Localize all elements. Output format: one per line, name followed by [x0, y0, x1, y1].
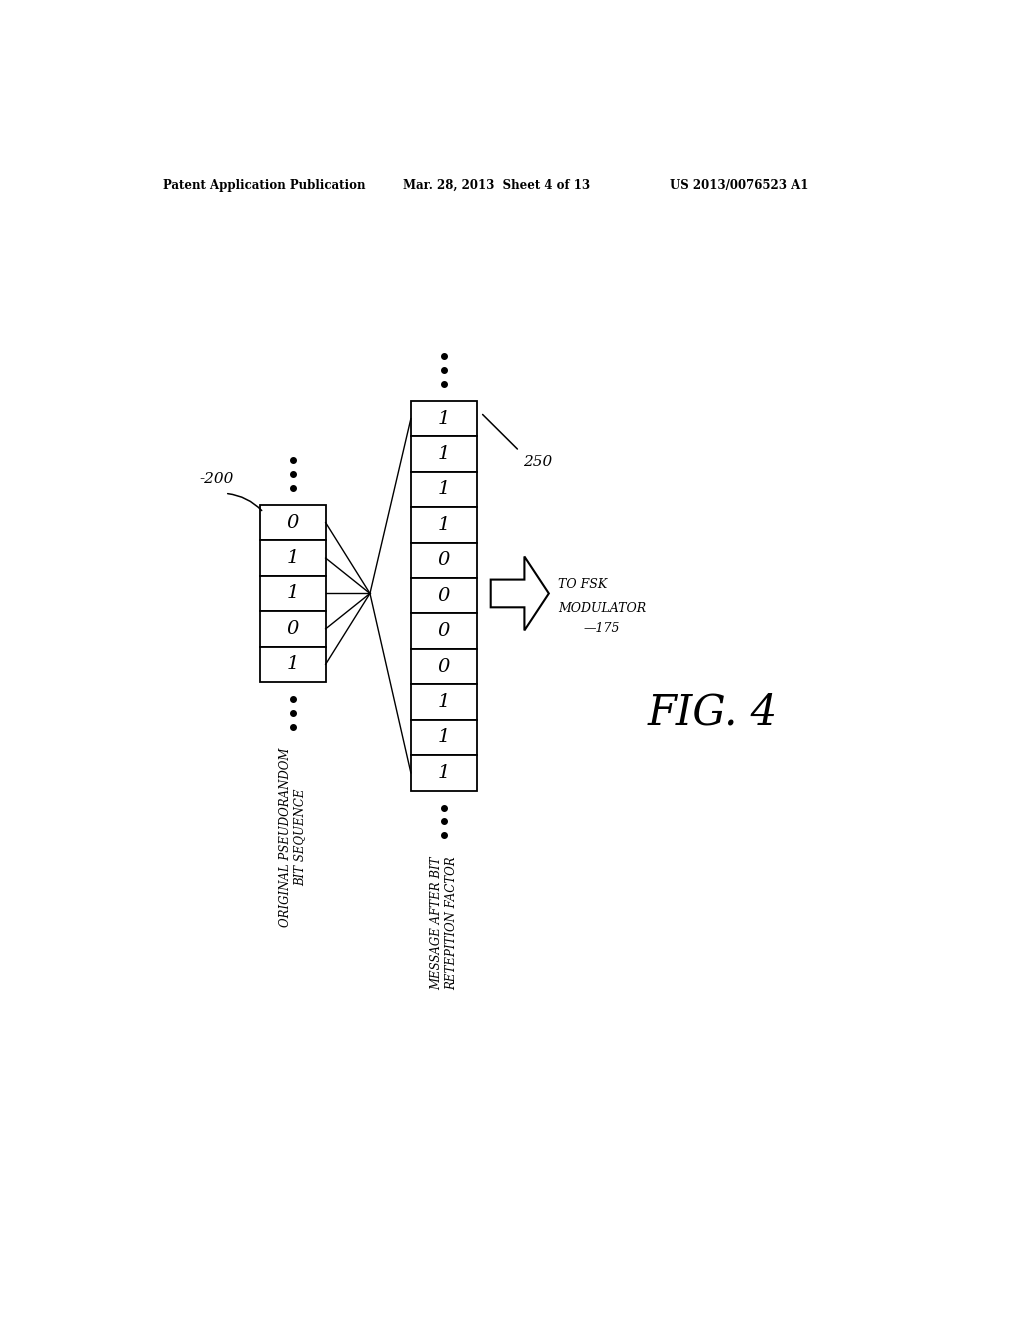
Bar [411, 578, 477, 614]
Text: 1: 1 [437, 693, 450, 711]
Polygon shape [490, 557, 549, 631]
Text: FIG. 4: FIG. 4 [647, 692, 777, 734]
Text: 1: 1 [437, 764, 450, 781]
Bar [411, 437, 477, 471]
Text: -200: -200 [200, 471, 234, 486]
Text: 0: 0 [437, 622, 450, 640]
Text: US 2013/0076523 A1: US 2013/0076523 A1 [671, 178, 809, 191]
Text: 1: 1 [287, 549, 299, 568]
Text: MODULATOR: MODULATOR [558, 602, 646, 615]
Text: 250: 250 [523, 455, 553, 469]
Text: 1: 1 [437, 480, 450, 499]
Bar [411, 614, 477, 649]
Bar [411, 684, 477, 719]
Text: 1: 1 [437, 516, 450, 533]
Bar [411, 471, 477, 507]
Bar [260, 506, 326, 540]
Text: ORIGINAL PSEUDORANDOM
BIT SEQUENCE: ORIGINAL PSEUDORANDOM BIT SEQUENCE [279, 747, 306, 927]
Text: 0: 0 [287, 620, 299, 638]
Text: 0: 0 [287, 513, 299, 532]
Text: 0: 0 [437, 657, 450, 676]
Bar [260, 540, 326, 576]
Text: Patent Application Publication: Patent Application Publication [163, 178, 366, 191]
Text: 0: 0 [437, 552, 450, 569]
Text: 1: 1 [437, 445, 450, 463]
Bar [260, 611, 326, 647]
Bar [411, 649, 477, 684]
Bar [411, 719, 477, 755]
Bar [260, 647, 326, 682]
Bar [411, 755, 477, 791]
Text: Mar. 28, 2013  Sheet 4 of 13: Mar. 28, 2013 Sheet 4 of 13 [403, 178, 590, 191]
Text: MESSAGE AFTER BIT
RETEPITION FACTOR: MESSAGE AFTER BIT RETEPITION FACTOR [430, 857, 458, 990]
Text: 1: 1 [437, 409, 450, 428]
Text: 1: 1 [287, 655, 299, 673]
Text: —175: —175 [584, 622, 621, 635]
Text: 0: 0 [437, 587, 450, 605]
Bar [411, 543, 477, 578]
Text: 1: 1 [437, 729, 450, 746]
Bar [260, 576, 326, 611]
Text: 1: 1 [287, 585, 299, 602]
Bar [411, 401, 477, 437]
Text: TO FSK: TO FSK [558, 578, 607, 591]
Bar [411, 507, 477, 543]
